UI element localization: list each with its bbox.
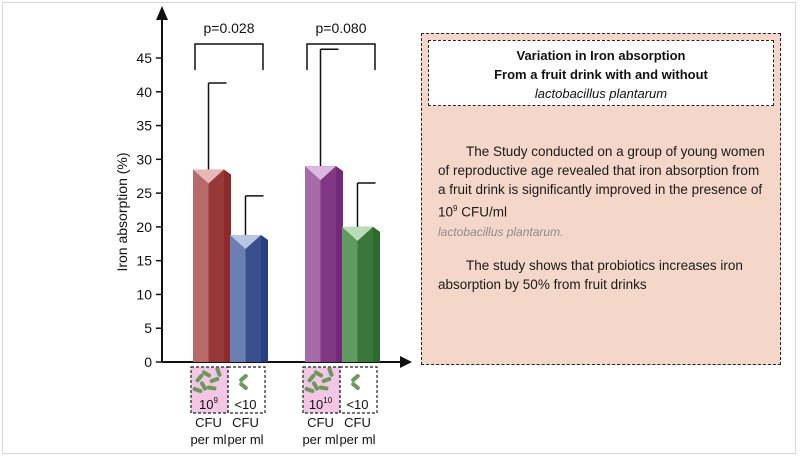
dose-main: <10 bbox=[234, 397, 256, 412]
chart-bars bbox=[193, 43, 380, 362]
p-value-label: p=0.028 bbox=[204, 20, 255, 36]
p-value-label: p=0.080 bbox=[316, 20, 367, 36]
dose-label: <10 bbox=[234, 397, 256, 412]
y-tick-label: 45 bbox=[136, 50, 152, 66]
dose-label: 1010 bbox=[309, 396, 333, 412]
bacterium bbox=[195, 373, 204, 383]
significance-bracket bbox=[194, 43, 264, 70]
bar-shade bbox=[357, 226, 373, 362]
bacterium bbox=[239, 382, 248, 390]
bacterium bbox=[200, 381, 207, 391]
dose-label: 109 bbox=[199, 396, 218, 412]
dose-label-box bbox=[227, 366, 266, 414]
bacterium bbox=[192, 386, 203, 394]
unit-label-line1: CFU bbox=[344, 415, 371, 430]
unit-label-line2: per ml bbox=[227, 432, 263, 447]
info-box-body: The Study conducted on a group of young … bbox=[438, 142, 770, 294]
bar-top-facet bbox=[305, 166, 336, 181]
unit-label-line1: CFU bbox=[307, 415, 334, 430]
y-tick-label: 10 bbox=[136, 286, 152, 302]
significance-bracket bbox=[306, 43, 376, 70]
bacteria-few-icon bbox=[239, 374, 248, 390]
info-box: Variation in Iron absorption From a frui… bbox=[421, 33, 781, 365]
info-paragraph-1: The Study conducted on a group of young … bbox=[438, 142, 770, 242]
bar-side bbox=[336, 166, 343, 362]
y-tick-label: 30 bbox=[136, 151, 152, 167]
unit-label-line1: CFU bbox=[232, 415, 259, 430]
bacterium bbox=[304, 386, 315, 394]
bacteria-many-icon bbox=[304, 367, 334, 394]
y-tick-label: 25 bbox=[136, 185, 152, 201]
dose-main: <10 bbox=[346, 397, 368, 412]
title-line-2: From a fruit drink with and without bbox=[494, 67, 708, 82]
y-tick-label: 40 bbox=[136, 84, 152, 100]
bacterium bbox=[307, 373, 316, 383]
dose-exponent: 9 bbox=[214, 396, 219, 405]
dose-main: 10 bbox=[199, 397, 213, 412]
title-line-3: lactobacillus plantarum bbox=[534, 86, 668, 101]
bacterium bbox=[201, 370, 212, 378]
y-tick-label: 20 bbox=[136, 219, 152, 235]
bacterium bbox=[321, 376, 332, 384]
bacterium bbox=[327, 367, 334, 377]
paragraph-1-species: lactobacillus plantarum. bbox=[438, 224, 564, 239]
unit-label-line2: per ml bbox=[302, 432, 338, 447]
bacterium bbox=[312, 381, 319, 391]
dose-label: <10 bbox=[346, 397, 368, 412]
unit-label-line2: per ml bbox=[339, 432, 375, 447]
bacteria-many-icon bbox=[192, 367, 222, 394]
x-axis-arrow bbox=[400, 356, 412, 368]
dose-exponent: 10 bbox=[323, 396, 332, 405]
bacterium bbox=[351, 382, 360, 390]
unit-label-line1: CFU bbox=[195, 415, 222, 430]
paragraph-1-text: The Study conducted on a group of young … bbox=[438, 144, 765, 220]
bar-shade bbox=[245, 234, 261, 362]
title-line-1: Variation in Iron absorption bbox=[516, 48, 686, 63]
bacterium bbox=[313, 370, 324, 378]
y-tick-label: 15 bbox=[136, 253, 152, 269]
paragraph-1-exponent: 9 bbox=[453, 204, 458, 213]
bacterium bbox=[215, 367, 222, 377]
info-paragraph-2: The study shows that probiotics increase… bbox=[438, 257, 743, 292]
unit-label-line2: per ml bbox=[190, 432, 226, 447]
y-axis-arrow bbox=[156, 6, 168, 20]
bar-top-facet bbox=[193, 169, 224, 184]
bar-side bbox=[373, 226, 380, 362]
bar-side bbox=[261, 234, 268, 362]
bacteria-few-icon bbox=[351, 374, 360, 390]
paragraph-1-unit: CFU/ml bbox=[457, 204, 507, 220]
bar-side bbox=[224, 169, 231, 362]
chart-axes: 0 5 10 15 20 25 30 35 40 45 bbox=[136, 6, 412, 370]
y-tick-label: 5 bbox=[144, 320, 152, 336]
bar-top-facet bbox=[230, 234, 261, 249]
bacterium bbox=[209, 376, 220, 384]
bacterium bbox=[351, 374, 360, 382]
dose-label-box bbox=[339, 366, 378, 414]
y-axis-label: Iron absorption (%) bbox=[114, 152, 130, 271]
bar-shade bbox=[320, 166, 336, 362]
bacterium bbox=[239, 374, 248, 382]
bacterium bbox=[318, 385, 329, 391]
dose-main: 10 bbox=[309, 397, 323, 412]
figure-frame bbox=[2, 2, 796, 454]
info-box-title: Variation in Iron absorption From a frui… bbox=[428, 40, 774, 106]
bar-shade bbox=[208, 169, 224, 362]
y-tick-label: 0 bbox=[144, 354, 152, 370]
bar-top-facet bbox=[342, 226, 373, 241]
y-tick-label: 35 bbox=[136, 118, 152, 134]
bacterium bbox=[206, 385, 217, 391]
